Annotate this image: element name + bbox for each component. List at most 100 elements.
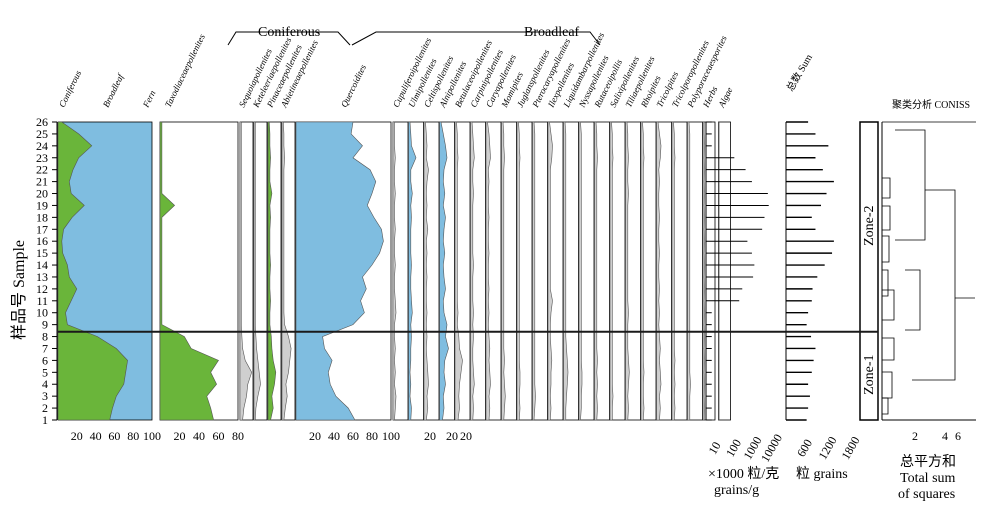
dendrogram-branch [882,269,889,297]
broadleaf-minor-area [671,121,676,421]
y-tick-label: 9 [42,318,48,332]
y-tick-label: 25 [36,127,48,141]
y-tick-label: 22 [36,163,48,177]
broadleaf-minor-area [485,121,491,421]
coniferous-label: Coniferous [258,25,320,40]
y-tick-label: 19 [36,198,48,212]
y-tick-label: 1 [42,413,48,427]
summary-tick: 80 [127,429,139,443]
sum-tick: 1800 [838,434,862,462]
broadleaf-minor-frame [718,121,731,421]
sample-axis: 样品号 Sample 12345678910111213141516171819… [10,115,58,427]
broadleaf-minor-area [408,121,417,421]
sum-tick: 1200 [815,434,839,462]
y-tick-label: 4 [42,377,48,391]
quercoidites-label: Quercoidites [339,63,368,109]
broadleaf-minor-area [578,121,583,421]
quercoidites-tick: 60 [347,429,359,443]
quercoidites-tick: 80 [366,429,378,443]
dendrogram-branch [882,397,889,415]
taxodiaceae-area [159,121,219,421]
dendrogram-branch [895,129,926,241]
conifer-minor-area [267,121,277,421]
dendrogram-branch [882,235,890,263]
broadleaf-header: Broadleaf [351,25,601,46]
cluster-tick: 6 [955,429,961,443]
quercoidites-tick: 20 [309,429,321,443]
cluster-tick: 2 [912,429,918,443]
broadleaf-minor-area [516,121,521,421]
broadleaf-minor-area [656,121,662,421]
broadleaf-minor-area [392,121,397,421]
y-tick-label: 23 [36,151,48,165]
dendrogram-branch [882,177,891,199]
broadleaf-label: Broadleaf [524,25,580,40]
y-tick-label: 17 [36,222,48,236]
dendrogram-branch [882,371,893,399]
y-tick-label: 21 [36,175,48,189]
y-tick-label: 7 [42,341,48,355]
broadleaf-minor-area [687,121,691,421]
quercoidites-tick: 100 [382,429,400,443]
broadleaf-minor-area [702,121,706,421]
cluster-label-en1: Total sum [900,471,956,486]
sum-header: 总数 Sum [783,51,815,93]
coniferous-header: Coniferous [227,25,351,46]
taxodiaceae-tick: 20 [174,429,186,443]
concentration-tick: 10000 [758,432,785,465]
y-tick-label: 8 [42,330,48,344]
broadleaf-minor-area [640,121,645,421]
dendrogram-branch [882,289,895,321]
broadleaf-tick: 20 [460,429,472,443]
summary-tick: 20 [71,429,83,443]
concentration-label-en: grains/g [714,483,759,498]
broadleaf-minor-area [625,121,630,421]
y-tick-label: 3 [42,389,48,403]
broadleaf-minor-area [501,121,506,421]
broadleaf-minor-area [439,121,449,421]
broadleaf-minor-area [609,121,614,421]
y-tick-label: 6 [42,353,48,367]
broadleaf-minor-area [547,121,553,421]
y-tick-label: 24 [36,139,48,153]
col-label-broadleaf: Broadleaf [101,71,126,109]
broadleaf-tick: 20 [446,429,458,443]
coniferous-area [57,121,128,421]
quercoidites-area [295,121,384,421]
y-tick-label: 26 [36,115,48,129]
y-tick-label: 10 [36,306,48,320]
cluster-label-cn: 总平方和 [900,454,956,470]
y-axis-label: 样品号 Sample [10,240,28,340]
dendrogram-branch [882,337,895,361]
summary-tick: 40 [90,429,102,443]
conifer-minor-area [239,121,253,421]
zone-label: Zone-2 [862,205,877,245]
broadleaf-minor-area [718,121,720,421]
dendrogram-branch [882,205,891,231]
y-tick-label: 11 [36,294,48,308]
taxodiaceae-label: Taxodiaceaepollenites [163,32,207,109]
zone-frame [859,121,879,421]
y-tick-label: 18 [36,210,48,224]
col-label-fern: Fern [140,88,157,109]
taxa-panels: Coniferous Broadleaf Fern 20 40 60 80 100 Taxodi… [57,30,735,443]
sum-tick: 600 [794,437,815,460]
y-tick-label: 20 [36,187,48,201]
concentration-tick: 10 [705,439,723,456]
y-tick-label: 15 [36,246,48,260]
summary-tick: 60 [108,429,120,443]
broadleaf-tick: 20 [424,429,436,443]
quercoidites-tick: 40 [328,429,340,443]
y-tick-label: 2 [42,401,48,415]
conifer-minor-area [253,121,261,421]
y-tick-label: 5 [42,365,48,379]
taxodiaceae-tick: 40 [193,429,205,443]
dendrogram-branch [905,269,921,331]
taxodiaceae-tick: 80 [232,429,244,443]
col-label-coniferous: Coniferous [57,68,84,108]
cluster-label-en2: of squares [898,487,955,502]
conifer-minor-area [281,121,292,421]
y-tick-label: 13 [36,270,48,284]
